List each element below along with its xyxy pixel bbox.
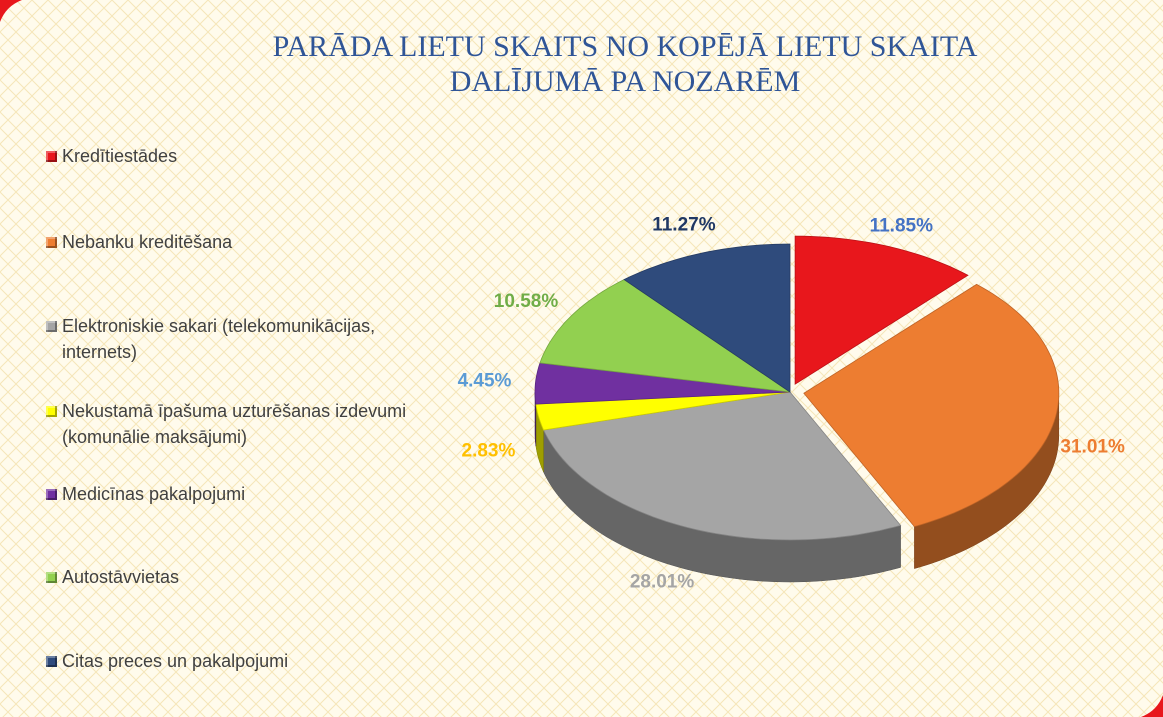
chart-title: DALĪJUMĀ PA NOZARĒM [450, 65, 801, 98]
legend-label: Citas preces un pakalpojumi [62, 651, 289, 671]
slice [623, 243, 791, 393]
legend-item: Medicīnas pakalpojumi [46, 481, 411, 507]
data-label: 11.27% [652, 214, 715, 235]
pie-tops [534, 235, 1060, 541]
slice [535, 391, 791, 431]
legend-label: Kredītiestādes [62, 146, 178, 166]
slice [803, 283, 1060, 528]
legend-label: Elektroniskie sakari (telekomunikācijas,… [62, 316, 376, 362]
legend-swatch [46, 321, 57, 332]
legend-item: Autostāvvietas [46, 564, 411, 590]
legend-label: Autostāvvietas [62, 567, 180, 587]
slice [539, 279, 791, 393]
legend-swatch [46, 572, 57, 583]
data-label: 2.83% [462, 441, 516, 462]
data-labels: 11.85% 31.01% 28.01% 2.83% 4.45% 10.58% 11.27% [458, 214, 1125, 592]
legend-swatch [46, 237, 57, 248]
legend-label: Medicīnas pakalpojumi [62, 484, 246, 504]
legend-item: Elektroniskie sakari (telekomunikācijas,… [46, 313, 411, 365]
pie: 11.85% 31.01% 28.01% 2.83% 4.45% 10.58% 11.27% [458, 214, 1125, 592]
legend-swatch [46, 656, 57, 667]
legend-swatch [46, 406, 57, 417]
data-label: 28.01% [630, 572, 695, 593]
slice [794, 235, 969, 385]
slice [542, 391, 902, 541]
legend-item: Citas preces un pakalpojumi [46, 648, 411, 674]
legend-item: Nebanku kreditēšana [46, 229, 411, 255]
legend-swatch [46, 489, 57, 500]
data-label: 11.85% [870, 216, 933, 237]
legend-swatch [46, 151, 57, 162]
legend-label: Nekustamā īpašuma uzturēšanas izdevumi (… [62, 401, 407, 447]
slice [534, 362, 791, 405]
legend-label: Nebanku kreditēšana [62, 232, 233, 252]
data-label: 4.45% [458, 371, 512, 392]
data-label: 31.01% [1060, 437, 1125, 458]
chart-title: PARĀDA LIETU SKAITS NO KOPĒJĀ LIETU SKAI… [273, 30, 978, 63]
legend-item: Nekustamā īpašuma uzturēšanas izdevumi (… [46, 398, 411, 450]
data-label: 10.58% [494, 291, 559, 312]
corner [1141, 695, 1163, 717]
legend-item: Kredītiestādes [46, 143, 411, 169]
corner [0, 0, 22, 22]
